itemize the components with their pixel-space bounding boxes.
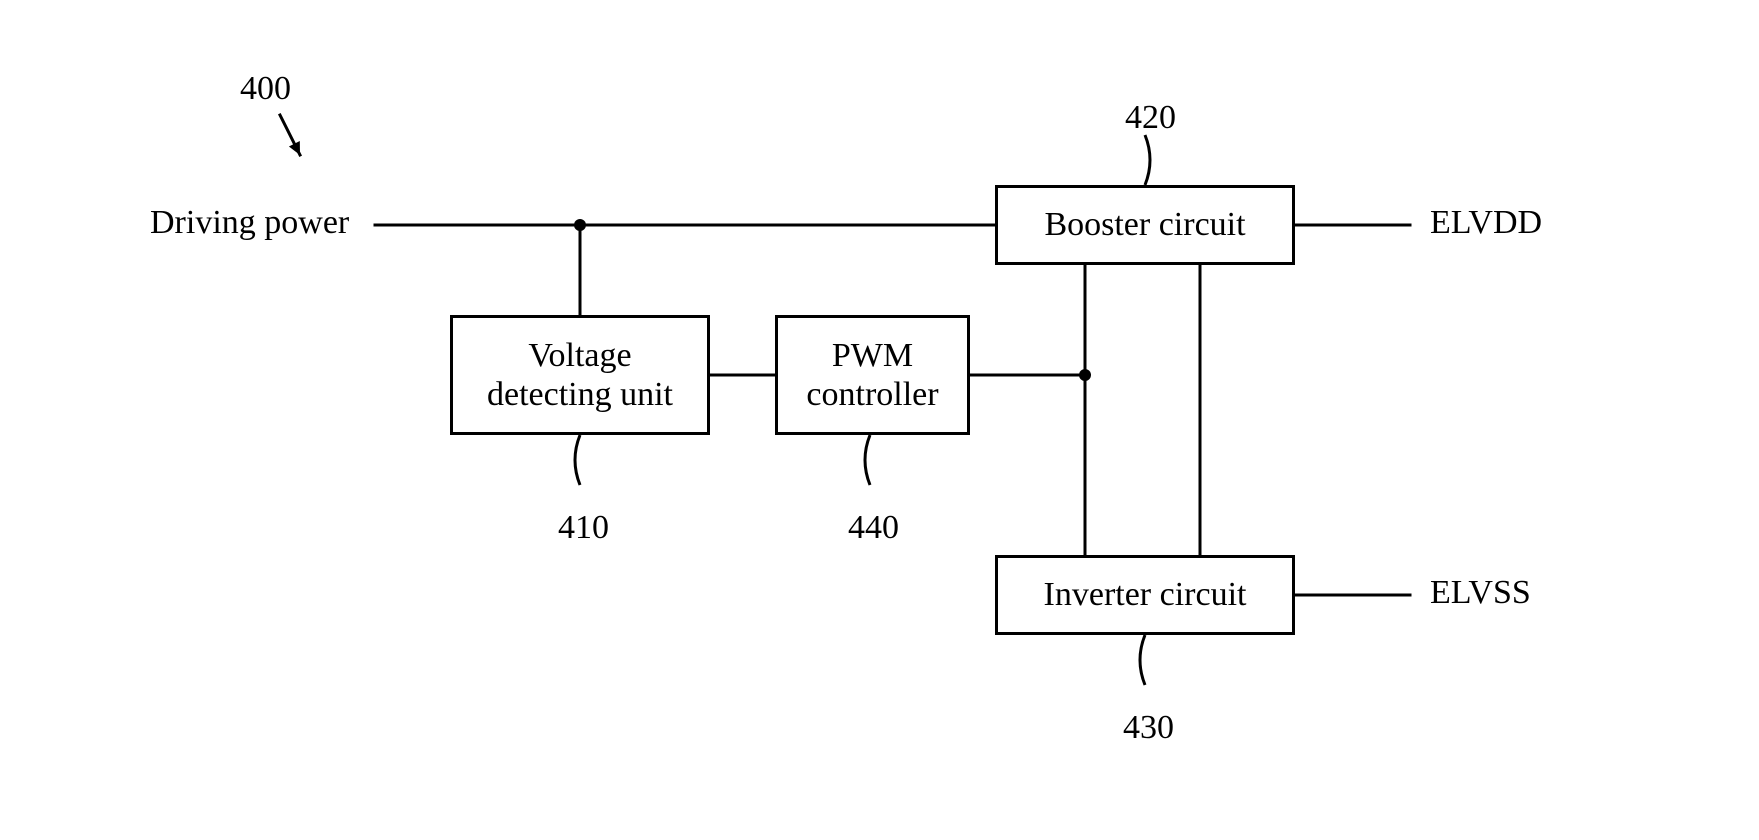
pwm-ref: 440: [848, 509, 899, 547]
vdetect-label: Voltagedetecting unit: [487, 336, 673, 414]
pwm-label: PWMcontroller: [806, 336, 938, 414]
inverter-label: Inverter circuit: [1044, 575, 1247, 614]
booster-label: Booster circuit: [1044, 205, 1245, 244]
diagram-stage: 400 Driving power ELVDD ELVSS Booster ci…: [0, 0, 1759, 840]
vdetect-box: Voltagedetecting unit: [450, 315, 710, 435]
booster-ref: 420: [1125, 99, 1176, 137]
booster-box: Booster circuit: [995, 185, 1295, 265]
inverter-ref: 430: [1123, 709, 1174, 747]
output-label-elvss: ELVSS: [1430, 574, 1531, 612]
pwm-box: PWMcontroller: [775, 315, 970, 435]
inverter-box: Inverter circuit: [995, 555, 1295, 635]
input-label: Driving power: [150, 204, 349, 242]
vdetect-ref: 410: [558, 509, 609, 547]
output-label-elvdd: ELVDD: [1430, 204, 1542, 242]
overall-ref-label: 400: [240, 70, 291, 108]
